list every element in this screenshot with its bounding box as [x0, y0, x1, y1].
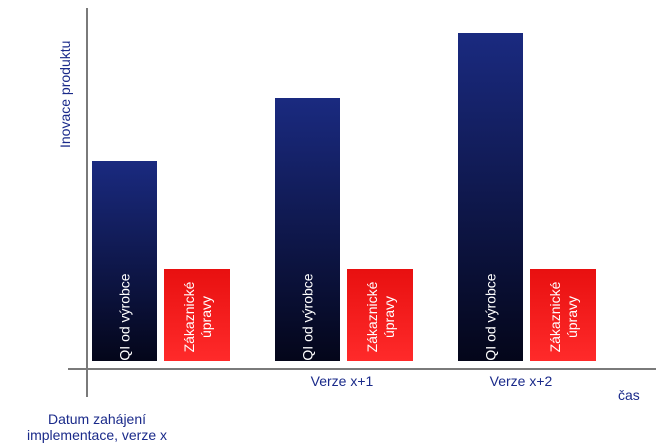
bar-series2-cat2	[347, 269, 413, 361]
bar-label-series2-cat2: Zákaznickéúpravy	[364, 281, 397, 352]
y-axis-title: Inovace produktu	[57, 41, 73, 148]
bar-series1-cat3	[458, 33, 523, 361]
bar-label-series1-cat2: QI od výrobce	[300, 273, 316, 360]
bar-label-series1-cat3: QI od výrobce	[483, 273, 499, 360]
category-label-2: Verze x+1	[311, 373, 374, 389]
category-label-1: Datum zahájení implementace, verze x	[27, 411, 167, 443]
category-labels: Datum zahájení implementace, verze x Verze…	[27, 373, 553, 443]
bar-series2-cat1	[164, 269, 230, 361]
bar-series1-cat1	[92, 161, 157, 361]
x-axis-title: čas	[618, 387, 640, 403]
category-label-3: Verze x+2	[490, 373, 553, 389]
bar-series2-cat3	[530, 269, 596, 361]
bar-label-series2-cat1: Zákaznickéúpravy	[181, 281, 214, 352]
bars-layer: QI od výrobce QI od výrobce QI od výrobce Z…	[92, 33, 596, 361]
bar-series1-cat2	[275, 98, 340, 361]
bar-label-series1-cat1: QI od výrobce	[117, 273, 133, 360]
bar-label-series2-cat3: Zákaznickéúpravy	[547, 281, 580, 352]
